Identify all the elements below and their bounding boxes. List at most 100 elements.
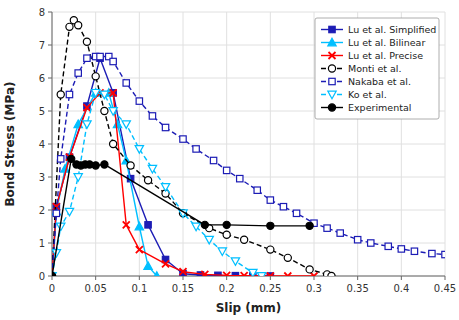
point	[83, 104, 90, 111]
tick-label-y: 7	[39, 40, 45, 51]
point	[354, 237, 360, 243]
point	[110, 58, 116, 64]
point	[328, 272, 335, 276]
point	[241, 272, 248, 276]
series	[52, 89, 266, 276]
legend-label: Monti et al.	[348, 63, 401, 74]
point	[135, 222, 143, 230]
series-line	[52, 58, 270, 276]
point	[144, 262, 152, 270]
tick-y	[48, 243, 52, 244]
legend-marker	[328, 104, 335, 111]
series-line	[52, 57, 445, 276]
tick-x	[226, 276, 227, 280]
point	[52, 273, 56, 277]
series	[52, 55, 274, 276]
point	[161, 184, 169, 192]
tick-label-x: 0.35	[347, 283, 369, 294]
point	[52, 273, 56, 276]
tick-y	[48, 12, 52, 13]
tick-label-y: 5	[39, 106, 45, 117]
point	[284, 273, 291, 277]
tick-x	[314, 276, 315, 280]
point	[53, 210, 59, 216]
point	[83, 38, 90, 45]
legend-marker	[328, 91, 336, 99]
tick-label-x: 0	[49, 283, 55, 294]
data	[52, 17, 445, 276]
point	[192, 223, 200, 231]
point	[92, 73, 99, 80]
point	[385, 243, 391, 249]
tick-label-y: 3	[39, 172, 45, 183]
point	[324, 225, 330, 231]
legend-label: Lu et al. Precise	[348, 50, 423, 61]
point	[75, 70, 81, 76]
point	[237, 175, 243, 181]
tick-x	[95, 276, 96, 280]
grid-line-y	[52, 210, 445, 211]
point	[136, 246, 143, 253]
legend-label: Experimental	[348, 102, 411, 113]
point	[127, 162, 134, 169]
point	[123, 80, 129, 86]
tick-y	[48, 210, 52, 211]
legend-marker	[328, 65, 335, 72]
point	[267, 273, 274, 277]
point	[110, 89, 117, 96]
grid-line-x	[52, 12, 53, 276]
point	[101, 107, 108, 114]
grid-line-y	[52, 12, 445, 13]
series-line	[52, 159, 310, 276]
point	[280, 204, 286, 210]
tick-label-x: 0.4	[393, 283, 409, 294]
point	[84, 55, 90, 61]
point	[92, 162, 99, 169]
point	[193, 146, 199, 152]
y-axis-line	[52, 12, 53, 276]
point	[249, 269, 257, 276]
tick-x	[270, 276, 271, 280]
point	[135, 146, 143, 154]
tick-label-y: 2	[39, 205, 45, 216]
point	[52, 273, 55, 276]
point	[337, 230, 343, 236]
legend-label: Lu et al. Bilinear	[348, 37, 425, 48]
tick-y	[48, 177, 52, 178]
tick-x	[401, 276, 402, 280]
point	[109, 108, 117, 116]
point	[201, 271, 208, 276]
tick-y	[48, 45, 52, 46]
series-line	[52, 93, 262, 276]
tick-x	[357, 276, 358, 280]
series	[52, 89, 318, 276]
point	[153, 272, 161, 276]
chart: 00.050.10.150.20.250.30.350.40.450123456…	[0, 0, 459, 320]
point	[122, 121, 130, 129]
point	[52, 272, 56, 276]
legend-label: Ko et al.	[348, 89, 387, 100]
tick-label-y: 8	[39, 7, 45, 18]
point	[442, 251, 445, 257]
tick-label-x: 0.1	[131, 283, 147, 294]
point	[231, 258, 239, 266]
tick-label-x: 0.2	[219, 283, 235, 294]
point	[429, 250, 435, 256]
point	[97, 53, 103, 59]
point	[66, 23, 73, 30]
point	[74, 174, 82, 182]
point	[241, 236, 248, 243]
point	[223, 231, 230, 238]
point	[306, 266, 313, 273]
point	[267, 246, 274, 253]
point	[223, 221, 230, 228]
point	[58, 156, 64, 162]
tick-y	[48, 276, 52, 277]
point	[57, 91, 64, 98]
tick-x	[139, 276, 140, 280]
point	[267, 197, 273, 203]
tick-label-x: 0.45	[434, 283, 456, 294]
legend-marker	[329, 26, 335, 32]
point	[75, 22, 82, 29]
point	[223, 272, 230, 276]
